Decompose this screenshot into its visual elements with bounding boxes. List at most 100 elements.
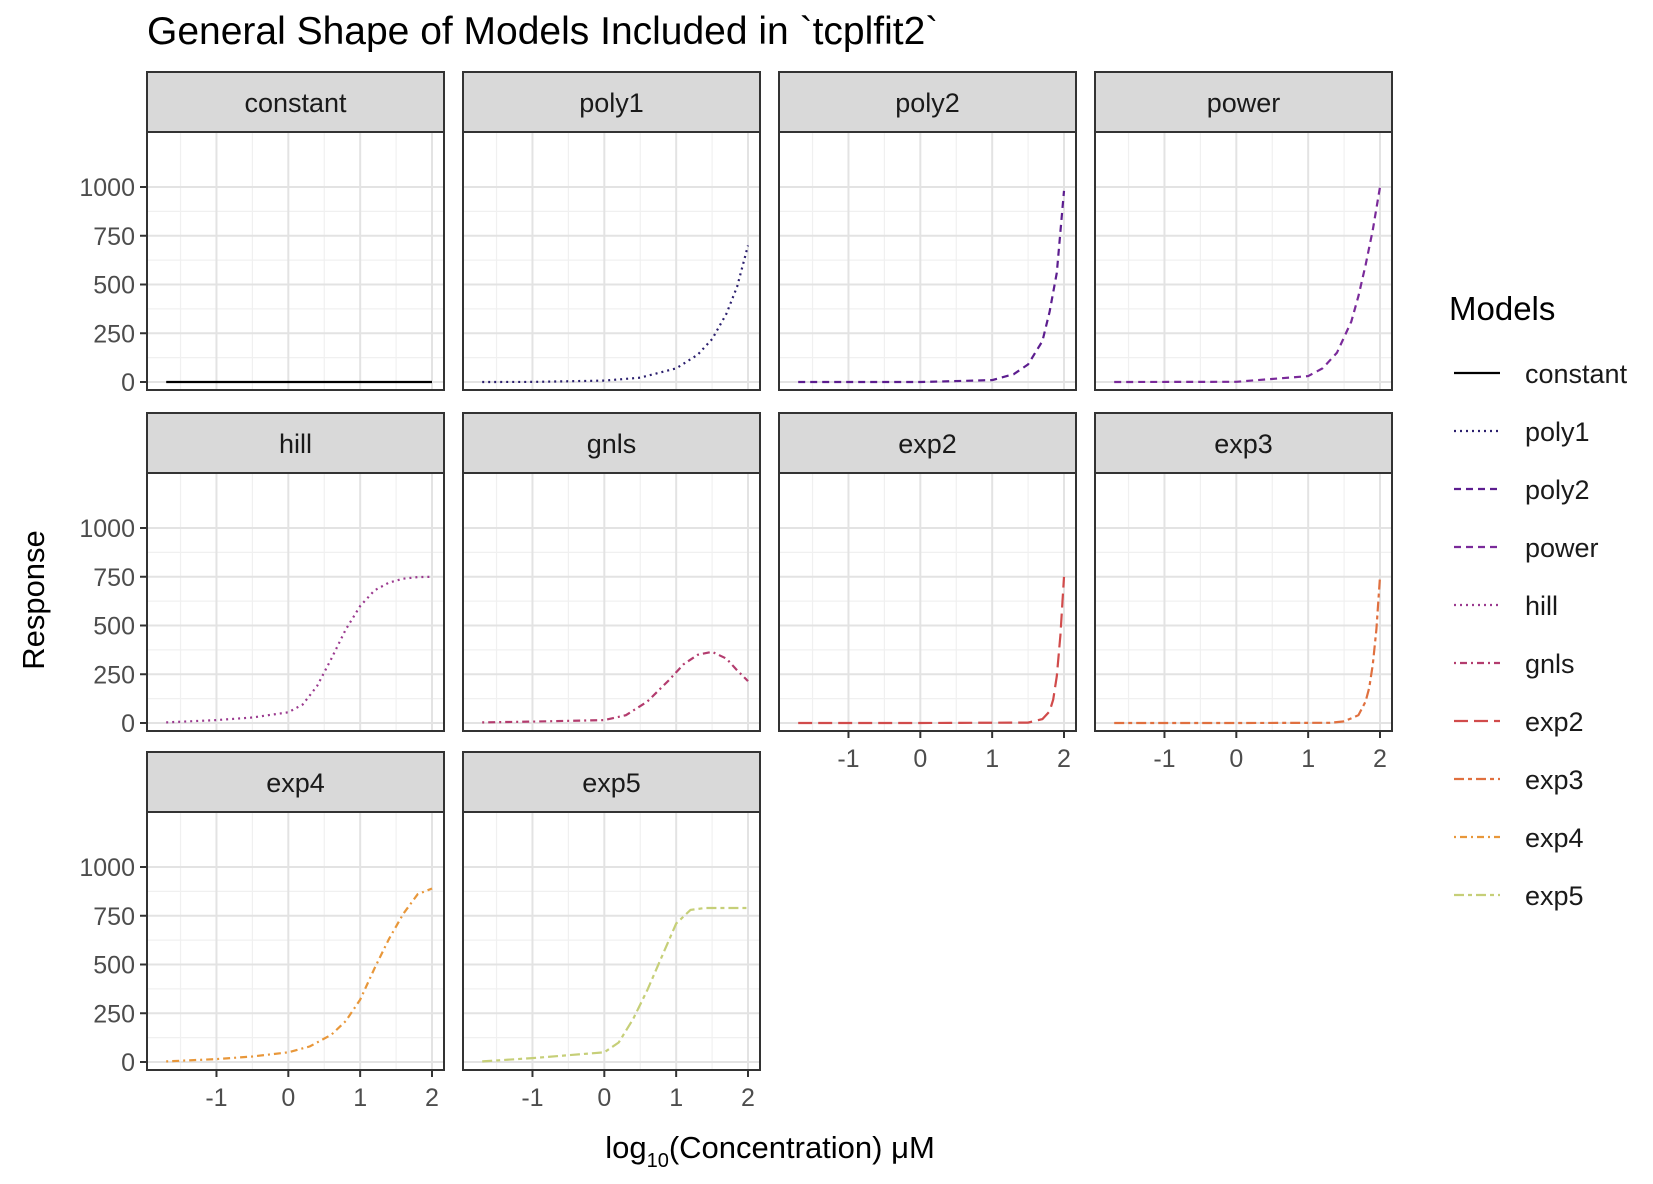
panel-background — [463, 473, 760, 731]
facet-label: exp2 — [898, 429, 957, 459]
y-tick-label: 500 — [93, 613, 135, 641]
x-tick-label: -1 — [837, 745, 859, 773]
facet-poly2: poly2 — [778, 71, 1077, 391]
panel-border — [778, 131, 1077, 391]
legend-item-exp5: exp5 — [1454, 881, 1584, 911]
facet-label: gnls — [587, 429, 637, 459]
facet-power: power — [1094, 71, 1393, 391]
x-tick-label: 0 — [281, 1084, 295, 1112]
legend-label: exp4 — [1525, 823, 1584, 853]
facet-label: constant — [244, 88, 347, 118]
facet-constant: constant 0 250 500 750 1000 — [79, 71, 445, 397]
x-tick-label: 1 — [669, 1084, 683, 1112]
panel-background — [147, 812, 444, 1070]
legend-label: hill — [1525, 591, 1558, 621]
legend-item-exp4: exp4 — [1454, 823, 1584, 853]
facet-label: poly1 — [579, 88, 644, 118]
x-tick-label: 1 — [353, 1084, 367, 1112]
legend-label: poly1 — [1525, 417, 1590, 447]
y-tick-label: 250 — [93, 320, 135, 348]
legend-item-exp2: exp2 — [1454, 707, 1584, 737]
y-tick-label: 750 — [93, 564, 135, 592]
panel-border — [146, 811, 445, 1071]
x-axis-title-rest: (Concentration) μM — [669, 1130, 935, 1165]
series-line-poly2 — [798, 190, 1066, 384]
x-tick-label: 1 — [1301, 745, 1315, 773]
facet-strip — [462, 751, 761, 813]
panel-background — [147, 473, 444, 731]
facet-label: hill — [279, 429, 312, 459]
legend-item-gnls: gnls — [1454, 649, 1575, 679]
x-tick-label: 0 — [1229, 745, 1243, 773]
series-line-exp5 — [482, 906, 748, 1063]
x-tick-label: 2 — [425, 1084, 439, 1112]
series-line-power — [1114, 186, 1382, 384]
legend-item-hill: hill — [1454, 591, 1558, 621]
legend-label: exp5 — [1525, 881, 1584, 911]
panel-border — [462, 811, 761, 1071]
y-tick-label: 250 — [93, 1000, 135, 1028]
y-tick-label: 250 — [93, 661, 135, 689]
y-tick-label: 0 — [121, 369, 135, 397]
series-line-exp3 — [1114, 576, 1382, 725]
facet-label: exp5 — [582, 768, 641, 798]
legend-item-poly1: poly1 — [1454, 417, 1590, 447]
panel-background — [1095, 132, 1392, 390]
facet-strip — [462, 412, 761, 474]
panel-border — [1094, 131, 1393, 391]
y-tick-label: 0 — [121, 710, 135, 738]
x-axis-title-subscript: 10 — [647, 1150, 669, 1172]
panel-border — [778, 472, 1077, 732]
y-axis-title: Response — [16, 530, 51, 670]
panel-background — [1095, 473, 1392, 731]
y-tick-label: 750 — [93, 903, 135, 931]
x-axis-title-base: log — [605, 1130, 646, 1165]
facet-strip — [1094, 71, 1393, 133]
chart-title: General Shape of Models Included in `tcp… — [147, 10, 938, 53]
legend-item-exp3: exp3 — [1454, 765, 1584, 795]
panel-background — [779, 132, 1076, 390]
y-tick-label: 500 — [93, 952, 135, 980]
x-tick-label: -1 — [205, 1084, 227, 1112]
panel-background — [463, 812, 760, 1070]
facet-label: poly2 — [895, 88, 960, 118]
y-tick-label: 0 — [121, 1049, 135, 1077]
x-tick-label: 0 — [913, 745, 927, 773]
legend-item-constant: constant — [1454, 359, 1628, 389]
y-tick-label: 750 — [93, 223, 135, 251]
panel-background — [147, 132, 444, 390]
facet-strip — [146, 751, 445, 813]
legend-label: gnls — [1525, 649, 1575, 679]
y-tick-label: 1000 — [79, 174, 135, 202]
facet-exp4: exp4 0 250 500 750 1000 -1 0 1 2 — [79, 751, 445, 1112]
legend-item-poly2: poly2 — [1454, 475, 1590, 505]
facet-strip — [778, 412, 1077, 474]
x-axis-title: log10(Concentration) μM — [605, 1130, 935, 1172]
facet-strip — [146, 412, 445, 474]
facet-label: power — [1207, 88, 1281, 118]
panel-background — [779, 473, 1076, 731]
x-tick-label: 2 — [1373, 745, 1387, 773]
facet-label: exp4 — [266, 768, 325, 798]
facet-strip — [146, 71, 445, 133]
facet-strip — [778, 71, 1077, 133]
series-line-gnls — [482, 650, 749, 724]
legend-label: poly2 — [1525, 475, 1590, 505]
facet-hill: hill 0 250 500 750 1000 — [79, 412, 445, 738]
legend-label: exp2 — [1525, 707, 1584, 737]
x-tick-label: 2 — [741, 1084, 755, 1112]
panel-border — [462, 131, 761, 391]
panel-border — [1094, 472, 1393, 732]
facet-gnls: gnls — [462, 412, 761, 732]
legend-item-power: power — [1454, 533, 1599, 563]
y-tick-label: 500 — [93, 272, 135, 300]
facet-exp2: exp2 -1 0 1 2 — [778, 412, 1077, 773]
facet-label: exp3 — [1214, 429, 1273, 459]
y-tick-label: 1000 — [79, 854, 135, 882]
x-tick-label: -1 — [521, 1084, 543, 1112]
legend-label: power — [1525, 533, 1599, 563]
x-tick-label: 2 — [1057, 745, 1071, 773]
facet-strip — [462, 71, 761, 133]
x-tick-label: 1 — [985, 745, 999, 773]
